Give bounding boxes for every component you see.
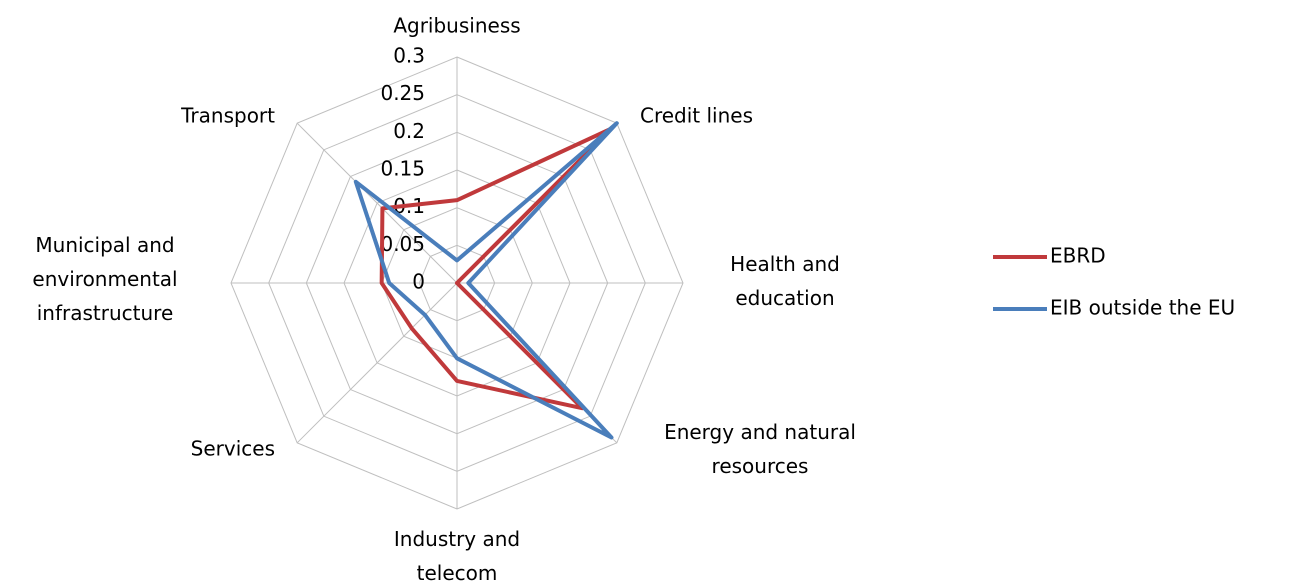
r-tick-label: 0.15 [380, 157, 425, 181]
category-label: Municipal and environmental infrastructure [32, 233, 177, 325]
r-tick-label: 0.2 [393, 119, 425, 143]
axis-spoke [296, 282, 458, 444]
category-label: Agribusiness [393, 14, 520, 38]
r-tick-label: 0.25 [380, 81, 425, 105]
legend-label: EBRD [1050, 244, 1106, 268]
category-label: Services [191, 437, 275, 461]
axis-spoke [296, 122, 458, 284]
category-label: Transport [180, 104, 275, 128]
category-label: Health and education [730, 252, 840, 310]
series-line [353, 121, 619, 440]
legend-label: EIB outside the EU [1050, 296, 1235, 320]
r-tick-label: 0 [412, 270, 425, 294]
category-label: Credit lines [640, 104, 753, 128]
category-label: Energy and natural resources [664, 420, 856, 478]
r-tick-label: 0.05 [380, 232, 425, 256]
r-tick-label: 0.3 [393, 44, 425, 68]
series-line [379, 126, 614, 411]
category-label: Industry and telecom [394, 527, 520, 585]
